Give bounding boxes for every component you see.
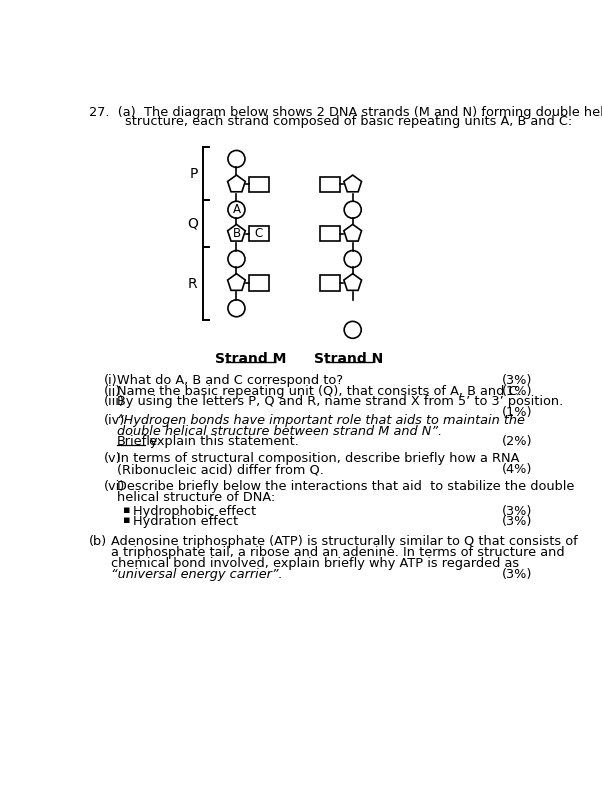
Bar	[320, 275, 340, 290]
Text: By using the letters P, Q and R, name strand X from 5’ to 3’ position.: By using the letters P, Q and R, name st…	[117, 395, 563, 409]
Text: “universal energy carrier”.: “universal energy carrier”.	[111, 567, 282, 581]
Bar	[249, 226, 269, 241]
Text: (iv): (iv)	[104, 414, 125, 427]
Text: “Hydrogen bonds have important role that aids to maintain the: “Hydrogen bonds have important role that…	[117, 414, 525, 427]
Text: In terms of structural composition, describe briefly how a RNA: In terms of structural composition, desc…	[117, 452, 520, 465]
Text: double helical structure between strand M and N”.: double helical structure between strand …	[117, 425, 442, 437]
Bar	[249, 176, 269, 192]
Text: (b): (b)	[89, 535, 107, 548]
Bar	[320, 176, 340, 192]
Text: Describe briefly below the interactions that aid  to stabilize the double: Describe briefly below the interactions …	[117, 480, 574, 493]
Text: helical structure of DNA:: helical structure of DNA:	[117, 491, 275, 504]
Text: (3%): (3%)	[502, 567, 533, 581]
Text: (i): (i)	[104, 373, 117, 387]
Bar	[320, 226, 340, 241]
Text: (3%): (3%)	[502, 516, 533, 528]
Text: (3%): (3%)	[502, 373, 533, 387]
Text: ▪: ▪	[123, 504, 131, 515]
Bar	[249, 275, 269, 290]
Text: (1%): (1%)	[502, 406, 533, 419]
Text: P: P	[189, 167, 197, 180]
Text: B: B	[232, 227, 241, 240]
Text: ▪: ▪	[123, 516, 131, 525]
Text: a triphosphate tail, a ribose and an adenine. In terms of structure and: a triphosphate tail, a ribose and an ade…	[111, 546, 565, 559]
Text: (vi): (vi)	[104, 480, 125, 493]
Text: Name the basic repeating unit (Q), that consists of A, B and C.: Name the basic repeating unit (Q), that …	[117, 385, 522, 397]
Text: (1%): (1%)	[502, 385, 533, 397]
Text: (4%): (4%)	[502, 463, 533, 476]
Text: (v): (v)	[104, 452, 122, 465]
Text: (iii): (iii)	[104, 395, 125, 409]
Text: (2%): (2%)	[502, 436, 533, 448]
Text: 27.  (a)  The diagram below shows 2 DNA strands (M and N) forming double helix: 27. (a) The diagram below shows 2 DNA st…	[89, 106, 602, 119]
Text: explain this statement.: explain this statement.	[145, 436, 299, 448]
Text: (Ribonucleic acid) differ from Q.: (Ribonucleic acid) differ from Q.	[117, 463, 324, 476]
Text: C: C	[255, 227, 263, 240]
Text: Q: Q	[187, 216, 197, 231]
Text: Hydrophobic effect: Hydrophobic effect	[132, 504, 256, 518]
Text: Briefly: Briefly	[117, 436, 158, 448]
Text: (ii): (ii)	[104, 385, 121, 397]
Text: Strand N: Strand N	[314, 352, 383, 366]
Text: (3%): (3%)	[502, 504, 533, 518]
Text: What do A, B and C correspond to?: What do A, B and C correspond to?	[117, 373, 343, 387]
Text: structure, each strand composed of basic repeating units A, B and C:: structure, each strand composed of basic…	[125, 115, 572, 128]
Text: Strand M: Strand M	[215, 352, 286, 366]
Text: chemical bond involved, explain briefly why ATP is regarded as: chemical bond involved, explain briefly …	[111, 557, 519, 570]
Text: R: R	[188, 277, 197, 290]
Text: A: A	[232, 203, 240, 216]
Text: Adenosine triphosphate (ATP) is structurally similar to Q that consists of: Adenosine triphosphate (ATP) is structur…	[111, 535, 578, 548]
Text: Hydration effect: Hydration effect	[132, 516, 238, 528]
